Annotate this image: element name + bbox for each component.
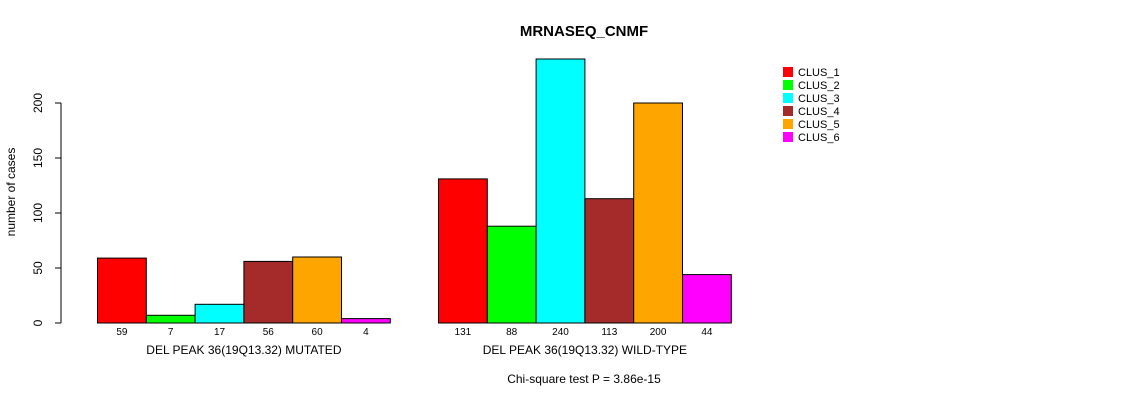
legend-swatch [783,93,793,103]
legend-item: CLUS_5 [783,119,840,131]
bar-value-label: 60 [312,327,324,338]
bar-value-label: 17 [214,327,226,338]
bar-clus-3 [535,58,586,324]
y-axis-label: number of cases [4,148,18,237]
bar-value-label: 240 [552,327,569,338]
chart-title: MRNASEQ_CNMF [520,23,648,40]
bars-layer: 59 7 17 56 60 4 DEL PEAK 36(19Q13.32) MUTATED 1… [97,58,732,357]
bar-clus-2 [486,225,537,324]
bar-value-label: 4 [363,327,369,338]
group-label: DEL PEAK 36(19Q13.32) WILD-TYPE [483,343,687,357]
legend-swatch [783,80,793,90]
legend-item: CLUS_1 [783,67,840,79]
legend-item: CLUS_2 [783,80,840,92]
legend-label: CLUS_6 [798,132,840,144]
chi-square-footnote: Chi-square test P = 3.86e-15 [507,372,661,386]
legend-label: CLUS_4 [798,106,840,118]
legend-swatch [783,67,793,77]
legend-label: CLUS_5 [798,119,840,131]
bar-clus-4 [243,260,294,324]
y-tick-label: 50 [31,261,45,275]
bar-clus-4 [584,198,635,324]
legend-swatch [783,106,793,116]
legend-swatch [783,119,793,129]
y-tick-label: 100 [31,203,45,223]
bar-value-label: 7 [168,327,174,338]
bar-value-label: 200 [650,327,667,338]
y-axis: 0 50 100 150 200 [31,93,62,326]
bar-clus-2 [145,314,196,324]
bar-value-label: 131 [455,327,472,338]
bar-clus-5 [292,256,343,324]
bar-clus-5 [633,102,684,324]
bar-clus-3 [194,303,245,324]
bar-clus-1 [97,257,147,324]
bar-clus-1 [438,178,488,324]
y-tick-label: 200 [31,93,45,113]
bar-group: 59 7 17 56 60 4 DEL PEAK 36(19Q13.32) MUTATED [97,256,391,357]
legend-item: CLUS_3 [783,93,840,105]
bar-value-label: 59 [116,327,128,338]
bar-group: 131 88 240 113 200 44 DEL PEAK 36(19Q13.32) WI… [438,58,732,357]
y-tick-label: 0 [31,319,45,326]
legend-label: CLUS_3 [798,93,840,105]
legend-item: CLUS_6 [783,132,840,144]
bar-value-label: 113 [601,327,617,338]
bar-clus-6 [682,274,732,324]
legend-swatch [783,132,793,142]
bar-value-label: 56 [263,327,275,338]
legend-label: CLUS_1 [798,67,840,79]
bar-clus-6 [341,318,391,324]
y-tick-label: 150 [31,148,45,168]
bar-value-label: 88 [506,327,518,338]
legend-label: CLUS_2 [798,80,840,92]
bar-value-label: 44 [701,327,713,338]
legend-item: CLUS_4 [783,106,840,118]
group-label: DEL PEAK 36(19Q13.32) MUTATED [146,343,342,357]
